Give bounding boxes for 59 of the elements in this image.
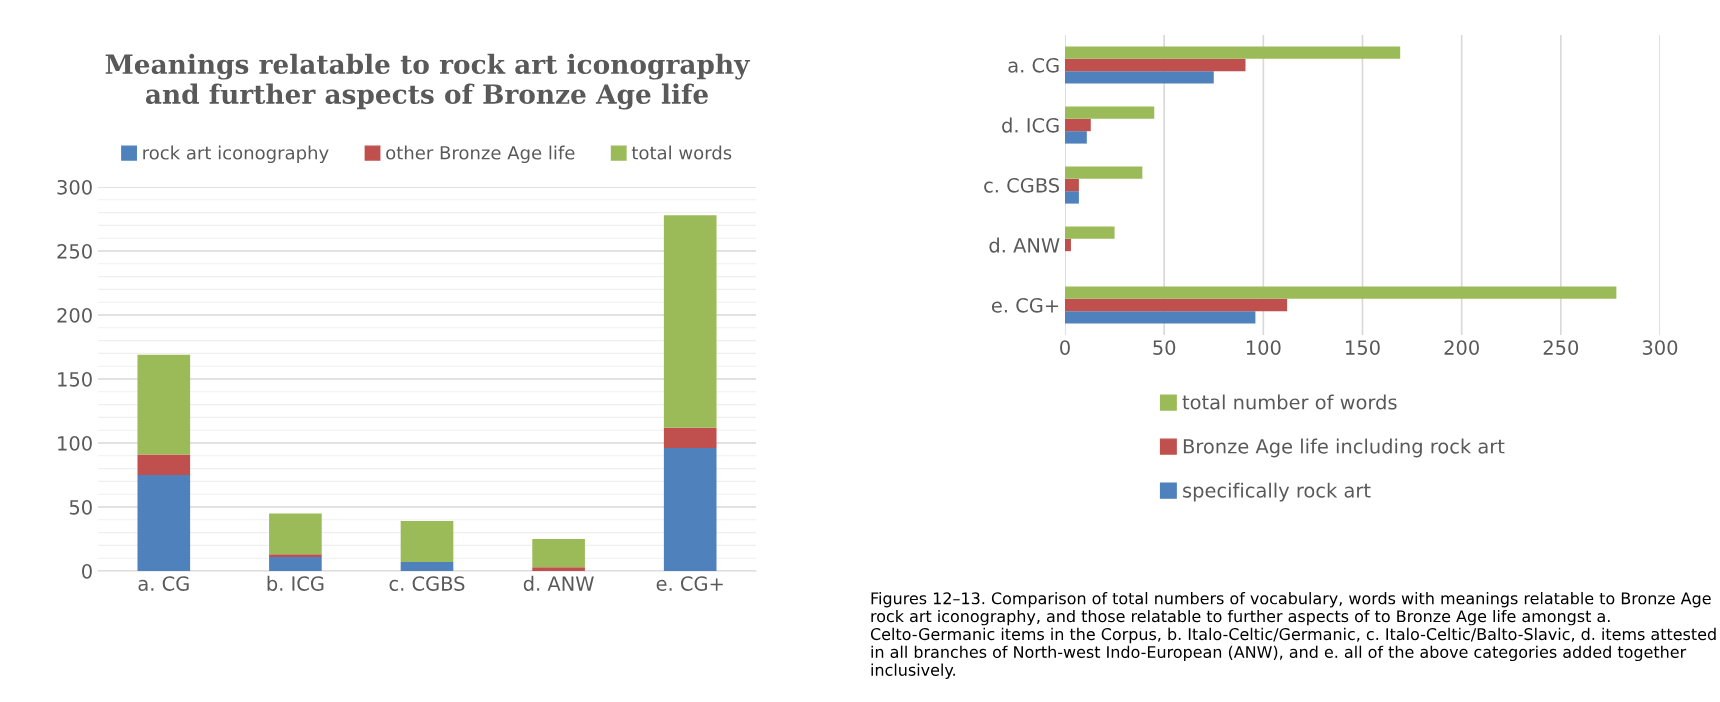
bar	[1065, 71, 1214, 84]
bar	[400, 521, 454, 563]
bar	[1065, 191, 1079, 204]
x-tick-label: 0	[1060, 340, 1070, 355]
chart-title: Meanings relatable to rock art iconography and further aspects of Bronze Age life	[105, 53, 751, 110]
bar	[137, 475, 191, 571]
bar	[663, 427, 717, 449]
x-tick-label: c. CGBS	[389, 576, 465, 591]
legend-label: total words	[631, 145, 732, 160]
legend-label: Bronze Age life including rock art	[1183, 438, 1505, 458]
x-tick-label: a. CG	[138, 576, 189, 591]
bar	[1065, 58, 1246, 72]
bar	[532, 567, 585, 571]
bar	[269, 556, 322, 571]
bar	[663, 448, 717, 571]
bar	[532, 539, 585, 568]
x-tick-label: d. ANW	[523, 575, 594, 591]
bar	[269, 513, 322, 555]
bar	[1065, 178, 1079, 192]
y-tick-label: a. CG	[1008, 57, 1059, 73]
bar	[1065, 286, 1617, 299]
legend-label: other Bronze Age life	[386, 145, 575, 164]
legend-label: total number of words	[1182, 394, 1397, 410]
bar	[1065, 311, 1256, 324]
y-tick-label: d. ICG	[1002, 117, 1059, 133]
y-tick-label: c. CGBS	[984, 177, 1060, 193]
y-tick-label: 250	[57, 243, 92, 259]
bar	[269, 554, 322, 557]
y-tick-label: 50	[69, 499, 92, 515]
y-tick-label: e. CG+	[991, 297, 1059, 313]
bar	[1065, 166, 1143, 179]
bar	[137, 354, 191, 455]
bar	[1065, 106, 1155, 119]
bar	[1065, 118, 1091, 132]
x-tick-label: 300	[1642, 340, 1678, 355]
y-tick-label: 150	[58, 371, 92, 387]
text: Figures 12–13. Comparison of total numbers of vocabulary, words with meanings relatable to Bronze Age rock art iconography, and those relatable to further aspects of to Bronze Age life amongst a. Celto-Germanic items in the Corpus, b. Italo-Celtic/Germanic, c. Italo-Celtic/Balto-Slavic, d. items attested in all branches of North-west Indo-European (ANW), and e. all of the above categories added together inclusively.	[870, 592, 1716, 679]
x-tick-label: e. CG+	[656, 576, 723, 591]
y-tick-label: 300	[57, 179, 92, 195]
bar	[137, 454, 191, 475]
legend-label: specifically rock art	[1183, 482, 1371, 502]
bar	[1065, 131, 1087, 144]
x-tick-label: b. ICG	[267, 575, 324, 591]
y-tick-label: 100	[58, 435, 92, 451]
bar	[1065, 46, 1401, 59]
bar	[400, 562, 454, 571]
x-tick-label: 200	[1444, 340, 1479, 355]
bar	[1065, 238, 1071, 252]
x-tick-label: 100	[1246, 340, 1281, 355]
y-tick-label: 0	[82, 563, 92, 579]
x-tick-label: 50	[1153, 340, 1176, 355]
x-tick-label: 250	[1543, 340, 1579, 355]
y-tick-label: d. ANW	[989, 237, 1060, 253]
legend-label: rock art iconography	[143, 145, 329, 164]
y-tick-label: 200	[57, 307, 92, 323]
bar	[1065, 226, 1115, 239]
bar	[663, 215, 717, 428]
x-tick-label: 150	[1346, 340, 1380, 355]
bar	[1065, 298, 1288, 312]
